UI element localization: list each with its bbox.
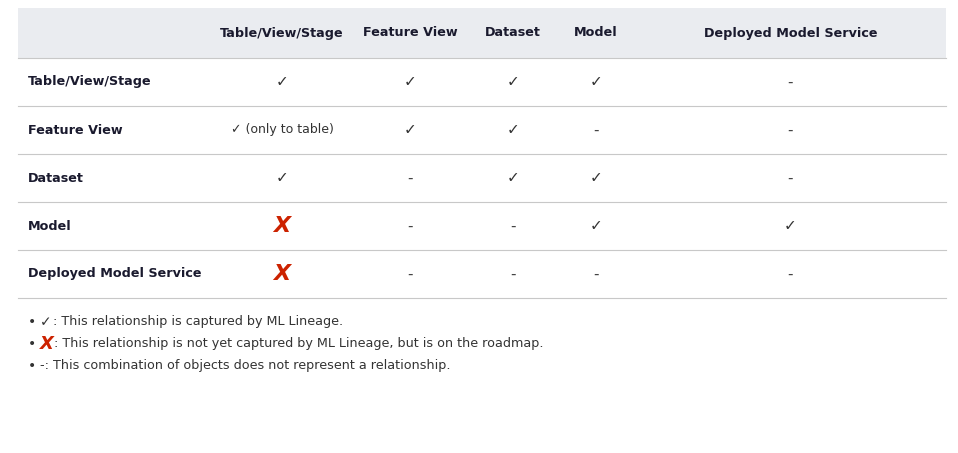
- Text: ✓: ✓: [507, 74, 519, 90]
- Text: -: -: [407, 218, 413, 233]
- Text: •: •: [28, 359, 36, 373]
- Text: ✓: ✓: [589, 74, 603, 90]
- Text: Model: Model: [574, 26, 618, 39]
- Text: -: This combination of objects does not represent a relationship.: -: This combination of objects does not …: [40, 360, 450, 372]
- Text: -: -: [787, 74, 793, 90]
- Text: -: -: [407, 266, 413, 281]
- Text: Dataset: Dataset: [28, 172, 84, 184]
- Text: Table/View/Stage: Table/View/Stage: [220, 26, 344, 39]
- Text: -: -: [787, 170, 793, 185]
- Text: •: •: [28, 315, 36, 329]
- Text: -: -: [787, 122, 793, 138]
- Text: ✓: ✓: [507, 122, 519, 138]
- Bar: [18, 8, 946, 58]
- Text: -: -: [593, 122, 599, 138]
- Text: ✓: ✓: [40, 315, 52, 329]
- Text: X: X: [273, 216, 290, 236]
- Text: -: -: [787, 266, 793, 281]
- Text: ✓: ✓: [507, 170, 519, 185]
- Text: ✓ (only to table): ✓ (only to table): [231, 124, 333, 136]
- Text: Table/View/Stage: Table/View/Stage: [28, 76, 151, 88]
- Text: ✓: ✓: [785, 218, 797, 233]
- Text: Deployed Model Service: Deployed Model Service: [704, 26, 878, 39]
- Text: Deployed Model Service: Deployed Model Service: [28, 268, 201, 280]
- Text: •: •: [28, 337, 36, 351]
- Text: Model: Model: [28, 220, 72, 232]
- Text: Feature View: Feature View: [363, 26, 457, 39]
- Text: X: X: [273, 264, 290, 284]
- Text: ✓: ✓: [403, 122, 417, 138]
- Text: -: -: [511, 218, 515, 233]
- Text: ✓: ✓: [589, 170, 603, 185]
- Text: Dataset: Dataset: [485, 26, 541, 39]
- Text: : This relationship is not yet captured by ML Lineage, but is on the roadmap.: : This relationship is not yet captured …: [54, 337, 543, 351]
- Text: Feature View: Feature View: [28, 124, 123, 136]
- Text: : This relationship is captured by ML Lineage.: : This relationship is captured by ML Li…: [53, 315, 343, 328]
- Text: ✓: ✓: [276, 170, 288, 185]
- Text: X: X: [40, 335, 54, 353]
- Text: -: -: [511, 266, 515, 281]
- Text: ✓: ✓: [276, 74, 288, 90]
- Text: ✓: ✓: [589, 218, 603, 233]
- Text: -: -: [407, 170, 413, 185]
- Text: ✓: ✓: [403, 74, 417, 90]
- Text: -: -: [593, 266, 599, 281]
